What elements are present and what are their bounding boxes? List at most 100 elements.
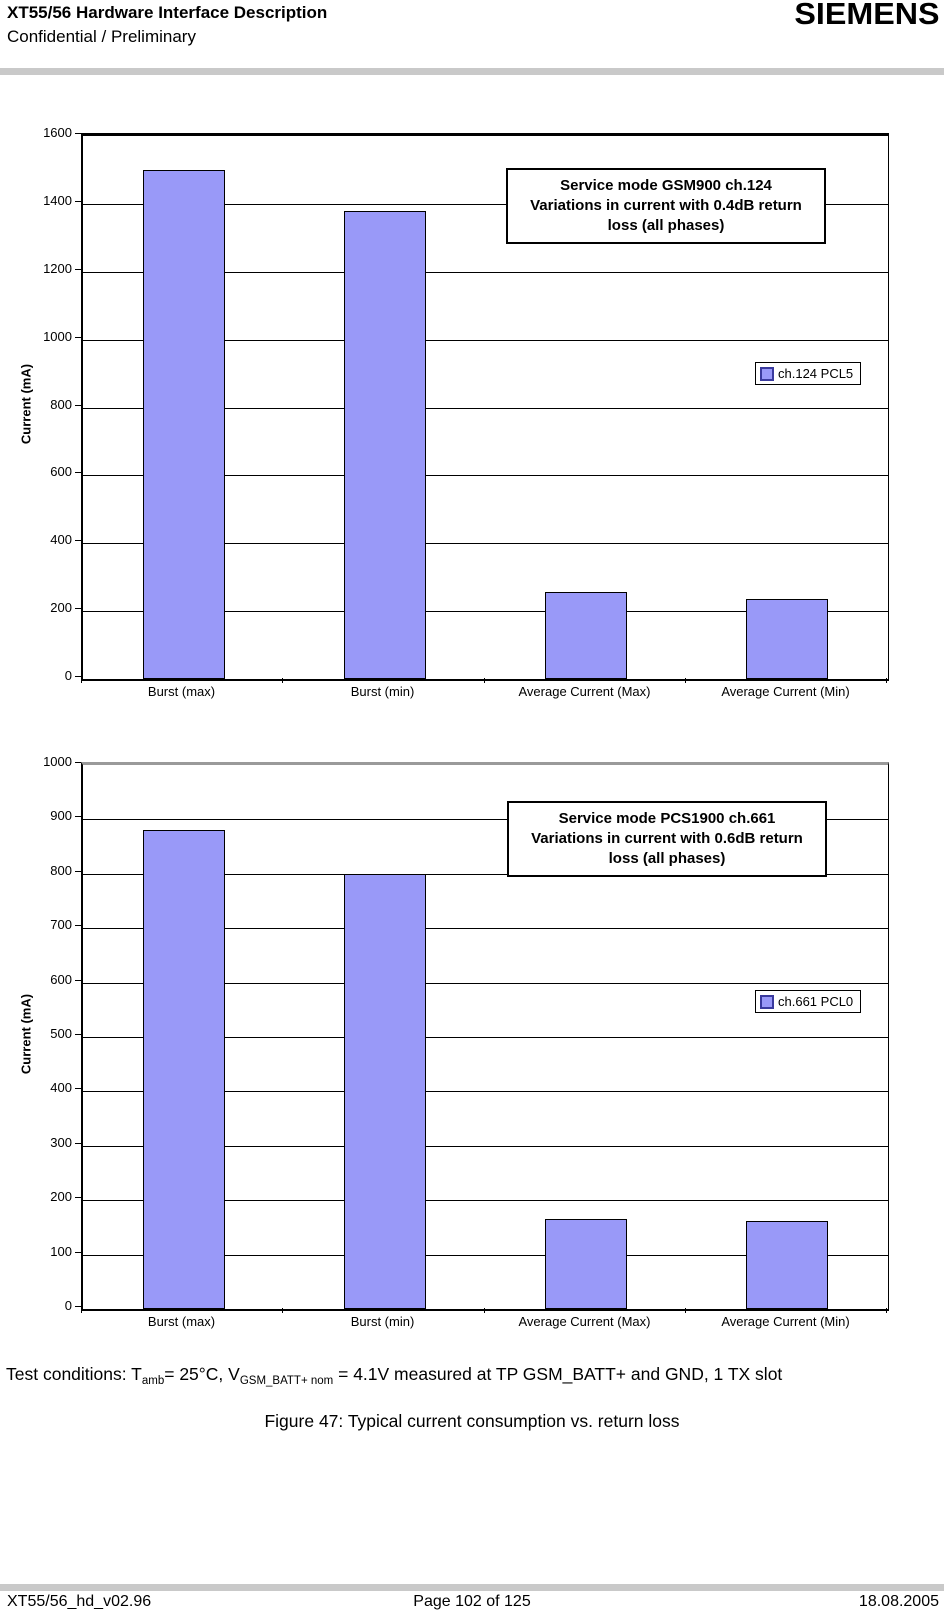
gridline	[83, 1254, 888, 1256]
y-tick-label: 800	[50, 396, 72, 412]
bar-burst-max-	[143, 170, 225, 679]
footer-document-version: XT55/56_hd_v02.96	[7, 1593, 152, 1610]
y-tick-label: 0	[64, 668, 72, 683]
y-tick-label: 800	[50, 862, 72, 878]
chart-title-line: Service mode PCS1900 ch.661	[558, 810, 776, 827]
y-tick-mark	[75, 608, 81, 610]
gridline	[83, 982, 888, 984]
y-tick-mark	[75, 1034, 81, 1035]
x-tick-mark	[886, 1308, 887, 1313]
chart-title-line: loss (all phases)	[608, 850, 726, 867]
gridline	[83, 873, 888, 875]
x-category-label: Burst (max)	[147, 684, 216, 699]
y-tick-label: 400	[50, 1080, 72, 1096]
gridline	[83, 1091, 888, 1093]
body-text: Test conditions: T	[6, 1364, 142, 1384]
x-category-label: Burst (max)	[147, 1314, 216, 1329]
y-tick-mark	[75, 676, 81, 677]
chart-title-line: loss (all phases)	[607, 217, 725, 234]
y-tick-mark	[75, 816, 81, 818]
y-tick-label: 200	[50, 600, 72, 616]
confidentiality-label: Confidential / Preliminary	[7, 27, 196, 46]
y-tick-mark	[75, 540, 81, 542]
y-tick-mark	[75, 133, 81, 134]
y-tick-label: 1200	[43, 260, 72, 276]
bar-burst-min-	[344, 211, 426, 679]
y-tick-label: 0	[64, 1298, 72, 1313]
y-tick-mark	[75, 472, 81, 474]
gridline	[83, 819, 888, 821]
y-tick-mark	[75, 404, 81, 406]
y-tick-mark	[75, 925, 81, 927]
y-tick-label: 1000	[43, 328, 72, 344]
bar-burst-min-	[344, 874, 426, 1309]
legend-label: ch.661 PCL0	[778, 994, 854, 1009]
gridline	[83, 1037, 888, 1038]
bar-burst-max-	[143, 830, 225, 1309]
x-tick-mark	[685, 1308, 686, 1313]
y-tick-label: 900	[50, 808, 72, 824]
footer-divider	[0, 1584, 944, 1591]
y-tick-mark	[75, 870, 81, 872]
chart-title-line: Service mode GSM900 ch.124	[560, 177, 772, 194]
y-tick-label: 300	[50, 1134, 72, 1150]
body-text: = 25°C, V	[164, 1364, 240, 1384]
gridline	[83, 1200, 888, 1202]
gridline	[83, 1145, 888, 1147]
x-tick-mark	[81, 678, 82, 683]
x-tick-mark	[282, 1308, 283, 1313]
y-tick-label: 400	[50, 532, 72, 548]
y-tick-mark	[75, 1197, 81, 1199]
x-category-label: Average Current (Min)	[721, 1314, 850, 1329]
siemens-logo: SIEMENS	[794, 0, 940, 31]
y-tick-label: 500	[50, 1026, 72, 1041]
legend: ch.661 PCL0	[755, 990, 862, 1013]
y-tick-mark	[75, 1251, 81, 1253]
gridline	[83, 339, 888, 341]
gridline	[83, 407, 888, 409]
bar-average-current-min-	[746, 1221, 828, 1309]
x-category-label: Burst (min)	[350, 1314, 415, 1329]
gridline	[83, 271, 888, 273]
bar-average-current-max-	[545, 592, 627, 679]
plot-area	[81, 133, 889, 681]
gridline	[83, 203, 888, 205]
legend: ch.124 PCL5	[755, 362, 862, 385]
y-tick-mark	[75, 336, 81, 338]
legend-label: ch.124 PCL5	[778, 366, 854, 381]
x-tick-mark	[685, 678, 686, 683]
x-category-label: Average Current (Min)	[721, 684, 850, 699]
chart-title-line: Variations in current with 0.6dB return	[531, 830, 803, 847]
y-tick-label: 100	[50, 1243, 72, 1259]
body-text: = 4.1V measured at TP GSM_BATT+ and GND,…	[333, 1364, 783, 1384]
bar-average-current-max-	[545, 1219, 627, 1309]
footer-page-number: Page 102 of 125	[413, 1593, 531, 1610]
x-tick-mark	[81, 1308, 82, 1313]
y-tick-label: 600	[50, 464, 72, 480]
gridline	[83, 928, 888, 930]
gridline	[83, 611, 888, 613]
chart-title-line: Variations in current with 0.4dB return	[530, 197, 802, 214]
y-tick-mark	[75, 1306, 81, 1307]
x-tick-mark	[282, 678, 283, 683]
footer-date: 18.08.2005	[858, 1593, 939, 1610]
plot-area	[81, 762, 889, 1311]
x-tick-mark	[484, 678, 485, 683]
x-category-label: Burst (min)	[350, 684, 415, 699]
header-divider	[0, 68, 944, 75]
y-tick-label: 200	[50, 1189, 72, 1205]
y-tick-mark	[75, 268, 81, 270]
test-conditions-text: Test conditions: Tamb= 25°C, VGSM_BATT+ …	[6, 1364, 782, 1387]
y-tick-label: 600	[50, 971, 72, 987]
legend-swatch-icon	[760, 994, 774, 1009]
y-tick-label: 1400	[43, 192, 72, 208]
x-category-label: Average Current (Max)	[518, 684, 651, 699]
subscript-text: amb	[141, 1375, 165, 1387]
y-tick-mark	[75, 762, 81, 763]
bar-average-current-min-	[746, 599, 828, 679]
x-tick-mark	[886, 678, 887, 683]
subscript-text: GSM_BATT+ nom	[239, 1375, 334, 1387]
document-title: XT55/56 Hardware Interface Description	[7, 3, 328, 22]
chart-title: Service mode GSM900 ch.124 Variations in …	[506, 168, 826, 244]
